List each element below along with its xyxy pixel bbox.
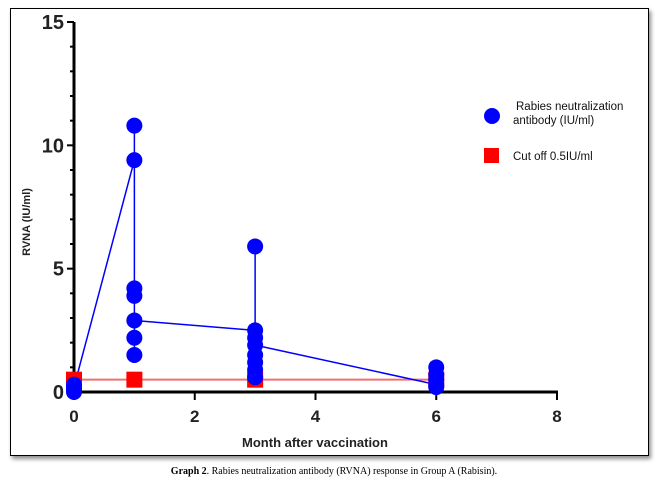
legend-marker-rvna — [484, 108, 500, 124]
rvna-circle-point — [428, 379, 445, 396]
y-tick-label: 0 — [53, 382, 64, 404]
y-tick-label: 10 — [42, 135, 64, 157]
connecting-line — [73, 159, 136, 388]
x-tick-label: 2 — [190, 407, 199, 426]
y-tick-label: 15 — [42, 12, 64, 34]
connecting-line — [134, 319, 256, 332]
caption-text: . Rabies neutralization antibody (RVNA) … — [206, 466, 498, 477]
x-tick-label: 6 — [432, 407, 441, 426]
legend: Rabies neutralization antibody (IU/ml) C… — [484, 101, 623, 163]
cutoff-square-point — [126, 371, 143, 388]
rvna-circle-point — [126, 312, 143, 329]
figure-caption: Graph 2. Rabies neutralization antibody … — [0, 466, 668, 477]
legend-label-cutoff: Cut off 0.5IU/ml — [513, 151, 593, 163]
rvna-circle-point — [126, 347, 143, 363]
rvna-circle-point — [66, 384, 82, 400]
rvna-circle-point — [126, 117, 143, 134]
y-axis-label: RVNA (IU/ml) — [21, 188, 33, 256]
axes: 0 5 10 15 0 2 4 6 8 — [42, 12, 562, 426]
rvna-circle-point — [126, 152, 143, 169]
rvna-circle-point — [247, 238, 264, 255]
legend-label-rvna-2: antibody (IU/ml) — [513, 115, 594, 127]
rvna-circle-point — [247, 369, 264, 386]
rvna-circle-point — [126, 329, 143, 346]
connecting-line — [254, 344, 437, 386]
y-tick-label: 5 — [53, 259, 64, 281]
caption-label: Graph 2 — [170, 466, 207, 477]
legend-label-rvna-1: Rabies neutralization — [516, 101, 623, 113]
chart-frame — [10, 8, 649, 456]
rvna-circle-point — [126, 287, 143, 304]
series-marks — [66, 117, 445, 400]
x-tick-label: 4 — [311, 407, 321, 426]
x-axis-label: Month after vaccination — [242, 435, 388, 450]
chart: 0 5 10 15 0 2 4 6 8 RVNA (IU/ml) Month after vac… — [21, 12, 623, 450]
x-tick-label: 0 — [69, 407, 78, 426]
legend-marker-cutoff — [484, 148, 499, 163]
x-tick-label: 8 — [552, 407, 561, 426]
